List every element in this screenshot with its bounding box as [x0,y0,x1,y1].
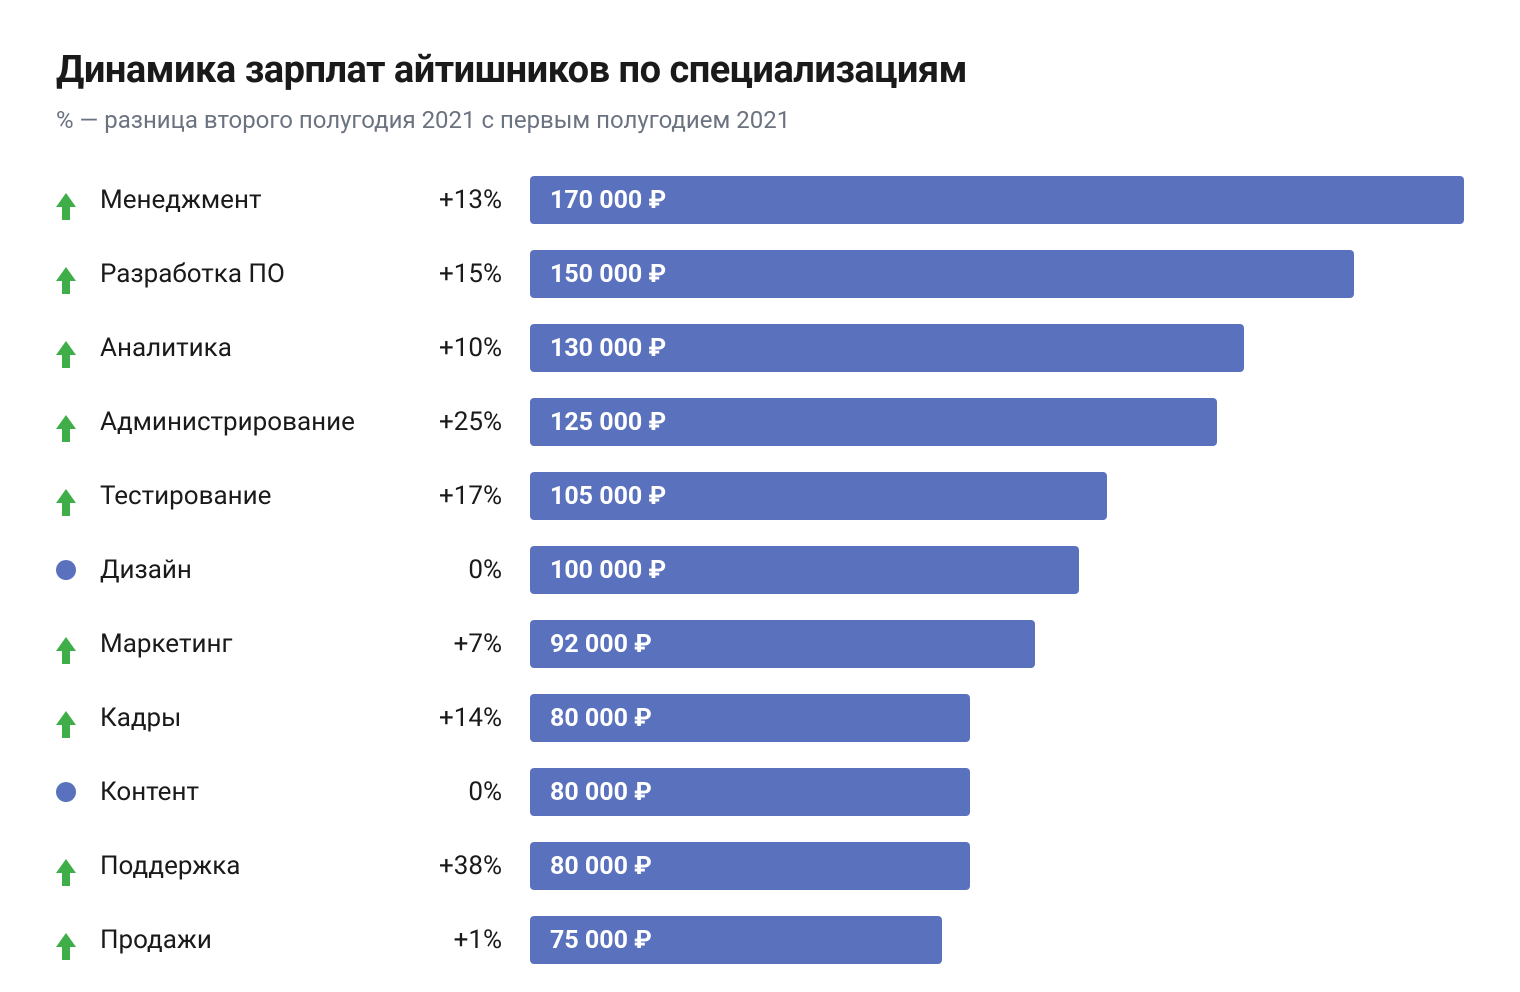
trend-icon-cell [56,415,100,429]
row-change-pct: +14% [420,703,530,733]
bar-track: 92 000 ₽ [530,620,1464,668]
bar-value: 130 000 ₽ [550,334,666,363]
row-label: Разработка ПО [100,259,420,289]
row-change-pct: +7% [420,629,530,659]
row-change-pct: 0% [420,555,530,585]
chart-row: Контент0% 80 000 ₽ [56,768,1464,816]
trend-icon-cell [56,637,100,651]
row-label: Аналитика [100,333,420,363]
trend-up-icon [56,711,76,725]
trend-icon-cell [56,341,100,355]
row-change-pct: +38% [420,851,530,881]
chart-row: Кадры+14% 80 000 ₽ [56,694,1464,742]
bar-value: 75 000 ₽ [550,926,652,955]
bar-track: 75 000 ₽ [530,916,1464,964]
bar-value: 100 000 ₽ [550,556,666,585]
chart-row: Тестирование+17% 105 000 ₽ [56,472,1464,520]
trend-up-icon [56,859,76,873]
trend-up-icon [56,489,76,503]
bar: 75 000 ₽ [530,916,942,964]
bar-track: 80 000 ₽ [530,694,1464,742]
trend-up-icon [56,193,76,207]
trend-icon-cell [56,560,100,580]
bar-track: 125 000 ₽ [530,398,1464,446]
chart-row: Администрирование+25% 125 000 ₽ [56,398,1464,446]
bar-track: 150 000 ₽ [530,250,1464,298]
trend-up-icon [56,341,76,355]
bar-track: 130 000 ₽ [530,324,1464,372]
bar: 125 000 ₽ [530,398,1217,446]
row-label: Тестирование [100,481,420,511]
row-label: Менеджмент [100,185,420,215]
bar-track: 105 000 ₽ [530,472,1464,520]
bar-value: 150 000 ₽ [550,260,666,289]
trend-icon-cell [56,782,100,802]
chart-row: Разработка ПО+15% 150 000 ₽ [56,250,1464,298]
row-change-pct: +10% [420,333,530,363]
chart-row: Поддержка+38% 80 000 ₽ [56,842,1464,890]
bar-value: 92 000 ₽ [550,630,652,659]
row-label: Кадры [100,703,420,733]
trend-icon-cell [56,859,100,873]
trend-up-icon [56,267,76,281]
bar-track: 80 000 ₽ [530,768,1464,816]
bar: 170 000 ₽ [530,176,1464,224]
bar: 100 000 ₽ [530,546,1079,594]
row-label: Поддержка [100,851,420,881]
trend-icon-cell [56,933,100,947]
chart-title: Динамика зарплат айтишников по специализ… [56,48,1464,92]
row-change-pct: +1% [420,925,530,955]
row-change-pct: +15% [420,259,530,289]
row-label: Контент [100,777,420,807]
bar-value: 80 000 ₽ [550,778,652,807]
bar-track: 80 000 ₽ [530,842,1464,890]
trend-up-icon [56,415,76,429]
bar-value: 80 000 ₽ [550,704,652,733]
bar: 105 000 ₽ [530,472,1107,520]
chart-row: Дизайн0% 100 000 ₽ [56,546,1464,594]
trend-flat-icon [56,782,76,802]
bar-track: 100 000 ₽ [530,546,1464,594]
trend-flat-icon [56,560,76,580]
row-label: Администрирование [100,407,420,437]
bar: 80 000 ₽ [530,768,970,816]
chart-subtitle: % — разница второго полугодия 2021 с пер… [56,106,1464,134]
trend-up-icon [56,637,76,651]
chart-row: Аналитика+10% 130 000 ₽ [56,324,1464,372]
row-label: Продажи [100,925,420,955]
trend-up-icon [56,933,76,947]
trend-icon-cell [56,267,100,281]
trend-icon-cell [56,489,100,503]
trend-icon-cell [56,193,100,207]
chart-row: Продажи+1% 75 000 ₽ [56,916,1464,964]
row-label: Маркетинг [100,629,420,659]
bar-value: 170 000 ₽ [550,186,666,215]
chart-row: Маркетинг+7% 92 000 ₽ [56,620,1464,668]
bar-value: 125 000 ₽ [550,408,666,437]
chart-row: Менеджмент+13% 170 000 ₽ [56,176,1464,224]
bar: 92 000 ₽ [530,620,1035,668]
bar: 150 000 ₽ [530,250,1354,298]
row-label: Дизайн [100,555,420,585]
bar: 80 000 ₽ [530,694,970,742]
row-change-pct: +25% [420,407,530,437]
row-change-pct: +13% [420,185,530,215]
bar-value: 80 000 ₽ [550,852,652,881]
row-change-pct: 0% [420,777,530,807]
bar: 80 000 ₽ [530,842,970,890]
bar: 130 000 ₽ [530,324,1244,372]
bar-value: 105 000 ₽ [550,482,666,511]
trend-icon-cell [56,711,100,725]
row-change-pct: +17% [420,481,530,511]
chart-rows: Менеджмент+13% 170 000 ₽ Разработка ПО+15%… [56,176,1464,964]
bar-track: 170 000 ₽ [530,176,1464,224]
